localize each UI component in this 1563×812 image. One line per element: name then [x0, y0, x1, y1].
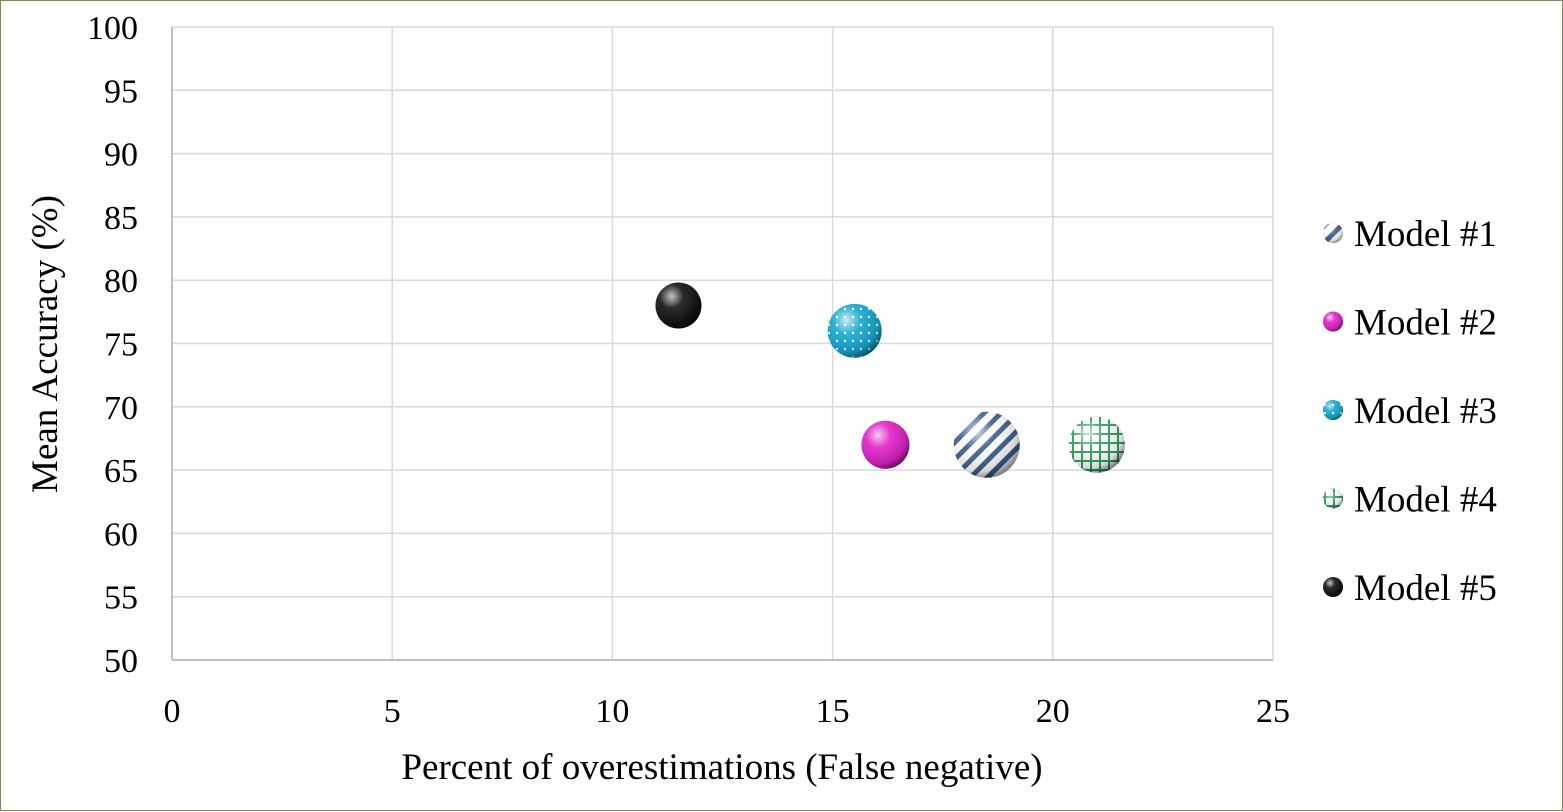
grid-lines: [171, 26, 1274, 661]
y-tick-label: 55: [104, 580, 138, 617]
legend-label: Model #2: [1354, 303, 1497, 344]
data-point-5: [655, 282, 702, 329]
y-tick-label: 70: [104, 390, 138, 427]
y-tick-label: 65: [104, 453, 138, 490]
x-axis-title: Percent of overestimations (False negati…: [401, 747, 1042, 788]
y-tick-label: 80: [104, 263, 138, 300]
legend-label: Model #4: [1354, 480, 1497, 521]
y-tick-label: 90: [104, 137, 138, 174]
legend-marker-5: [1323, 577, 1343, 597]
y-axis-title: Mean Accuracy (%): [25, 195, 66, 493]
y-tick-label: 50: [104, 643, 138, 680]
legend-label: Model #3: [1354, 391, 1497, 432]
legend-label: Model #5: [1354, 568, 1497, 609]
x-tick-label: 20: [1036, 693, 1070, 730]
y-tick-label: 60: [104, 516, 138, 553]
legend: Model #1 Model #2 Model #3 Model #4 Model #5: [1323, 214, 1497, 609]
legend-label: Model #1: [1354, 214, 1497, 255]
legend-marker-1: [1323, 223, 1343, 243]
y-tick-label: 100: [87, 10, 138, 47]
x-tick-label: 10: [595, 693, 629, 730]
data-point-3: [827, 303, 882, 358]
x-tick-label: 5: [384, 693, 401, 730]
axes: [171, 27, 1273, 661]
legend-marker-4: [1323, 488, 1343, 509]
y-tick-label: 85: [104, 200, 138, 237]
data-points: [655, 282, 1125, 478]
tick-labels: 50 55 60 65 70 75 80 85 90 95 100 0 5 10 15 20 25: [87, 10, 1290, 730]
data-point-2: [861, 420, 910, 469]
y-tick-label: 75: [104, 327, 138, 364]
data-point-1: [953, 411, 1020, 478]
legend-marker-3: [1323, 400, 1343, 420]
x-tick-label: 15: [816, 693, 850, 730]
x-tick-label: 0: [164, 693, 181, 730]
legend-marker-2: [1323, 311, 1343, 332]
x-tick-label: 25: [1256, 693, 1290, 730]
data-point-4: [1068, 416, 1125, 473]
y-tick-label: 95: [104, 73, 138, 110]
